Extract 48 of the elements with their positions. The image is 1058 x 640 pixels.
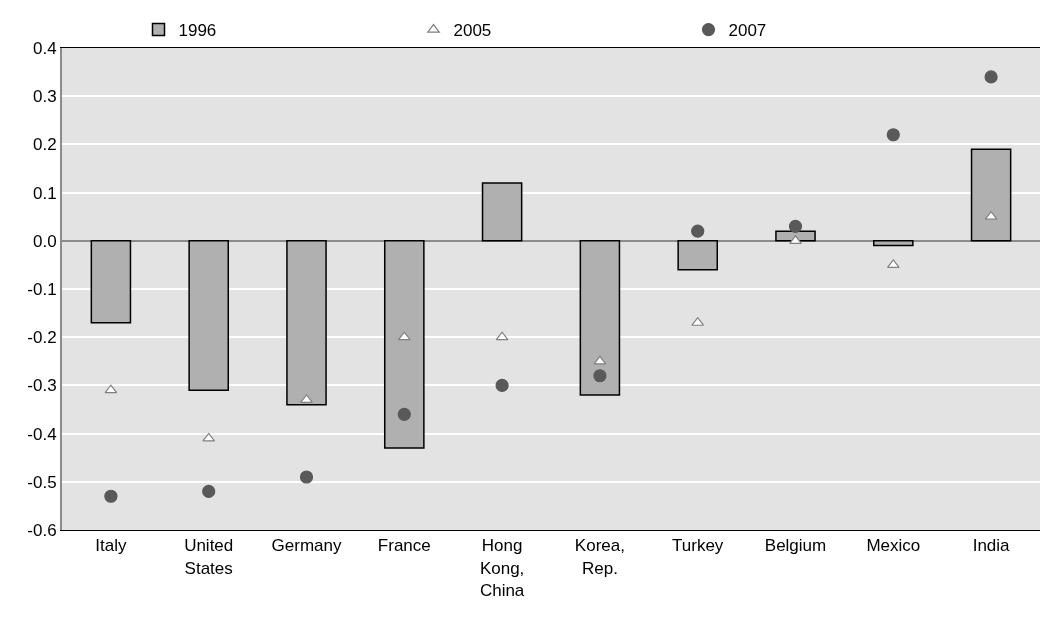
y-tick-label: -0.2	[27, 328, 57, 348]
bar	[677, 240, 719, 271]
point	[593, 369, 607, 383]
point	[788, 219, 803, 233]
y-tick-label: -0.1	[27, 279, 57, 299]
y-tick-label: -0.6	[27, 520, 57, 540]
x-tick-label: India	[972, 536, 1011, 556]
point	[691, 224, 705, 238]
point	[299, 470, 314, 484]
x-tick-label: Hong Kong, China	[479, 536, 525, 600]
point	[202, 432, 216, 442]
point	[495, 378, 509, 392]
y-tick-label: 0.3	[32, 87, 57, 107]
bar	[90, 240, 132, 324]
bar	[579, 240, 621, 396]
x-tick-label: Belgium	[764, 536, 827, 556]
y-tick-label: 0.0	[32, 231, 57, 251]
bar	[872, 240, 914, 247]
y-tick-label: -0.4	[27, 424, 57, 444]
point	[104, 384, 118, 394]
bar	[481, 182, 523, 242]
point	[495, 331, 509, 341]
y-tick-label: 0.2	[32, 135, 57, 155]
point	[202, 484, 216, 499]
bar	[970, 148, 1012, 242]
bar	[188, 240, 230, 391]
legend-label: 2005	[453, 21, 492, 41]
legend-label: 2007	[728, 21, 767, 41]
bar	[383, 240, 425, 449]
y-tick-label: -0.5	[27, 472, 57, 492]
point	[886, 128, 900, 142]
legend-label: 1996	[178, 21, 217, 41]
x-tick-label: Italy	[95, 536, 127, 556]
y-tick-label: 0.4	[32, 38, 57, 58]
x-tick-label: United States	[184, 536, 234, 578]
y-tick-label: 0.1	[32, 183, 57, 203]
point	[593, 355, 607, 365]
y-tick-label: -0.3	[27, 376, 57, 396]
x-tick-label: Germany	[271, 536, 342, 556]
bar	[286, 240, 327, 406]
point	[984, 70, 998, 84]
x-tick-label: Mexico	[866, 536, 921, 556]
x-tick-label: Korea, Rep.	[574, 536, 625, 578]
point	[397, 331, 411, 341]
point	[104, 489, 118, 503]
x-tick-label: France	[377, 536, 431, 556]
point	[397, 407, 411, 421]
x-tick-label: Turkey	[672, 536, 724, 556]
